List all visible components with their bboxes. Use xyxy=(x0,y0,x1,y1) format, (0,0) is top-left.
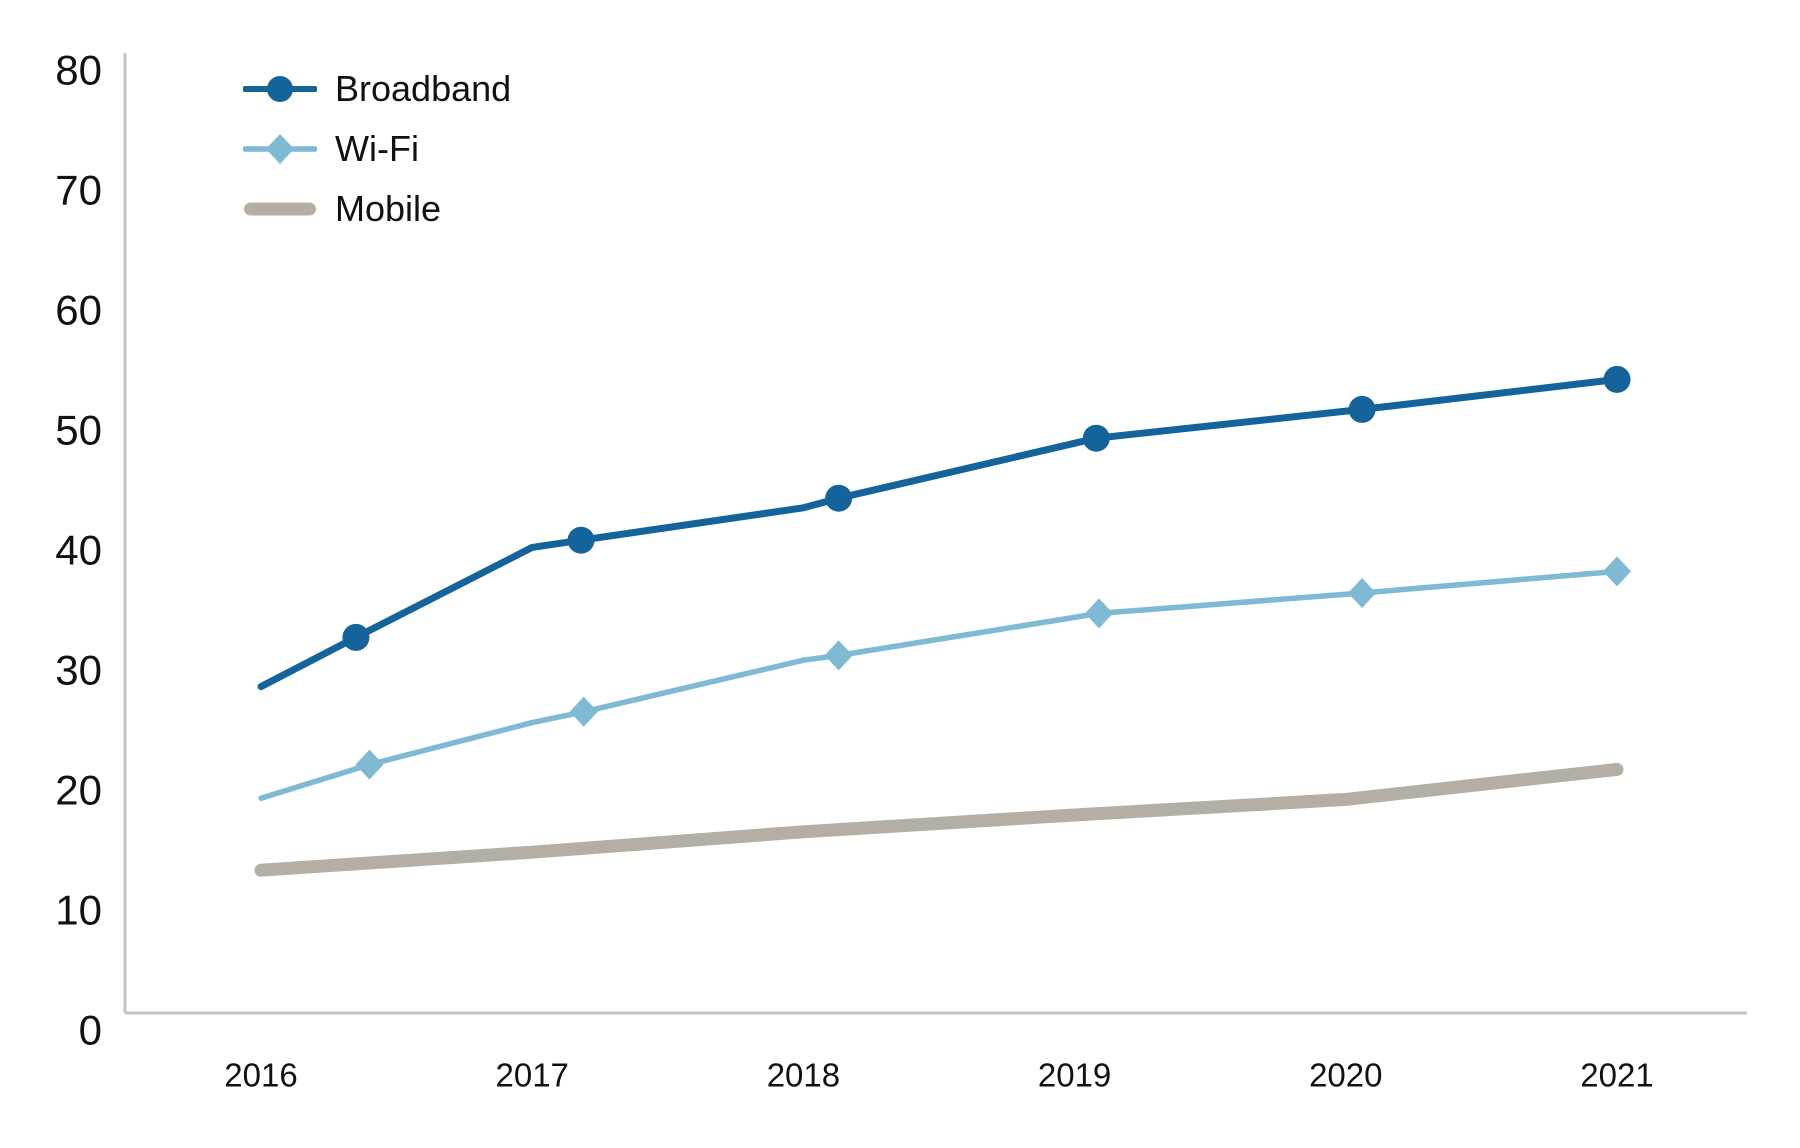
wifi-data-point-marker xyxy=(1348,578,1377,608)
legend-label-wifi: Wi-Fi xyxy=(335,128,419,169)
x-axis-tick-label: 2018 xyxy=(767,1057,840,1094)
broadband-data-point-marker xyxy=(1603,365,1631,393)
broadband-data-point-marker xyxy=(1082,424,1110,452)
x-axis-tick-label: 2019 xyxy=(1038,1057,1111,1094)
y-axis-tick-label: 40 xyxy=(55,527,102,574)
series-line-wi-fi xyxy=(258,568,1620,801)
x-axis-tick-label: 2020 xyxy=(1309,1057,1382,1094)
y-axis-tick-label: 70 xyxy=(55,167,102,214)
wifi-data-point-marker xyxy=(1085,598,1114,629)
x-axis-tick-label: 2017 xyxy=(495,1057,568,1094)
y-axis-tick-labels: 0 10 20 30 40 50 60 70 80 xyxy=(55,47,102,1054)
x-axis-tick-labels: 2016 2017 2018 2019 2020 2021 xyxy=(224,1057,1653,1094)
legend-label-mobile: Mobile xyxy=(335,188,442,229)
series-line-broadband xyxy=(257,375,1621,691)
legend: Broadband Wi-Fi Mobile xyxy=(243,59,511,239)
y-axis-tick-label: 50 xyxy=(55,407,102,454)
y-axis-tick-label: 10 xyxy=(55,887,102,934)
y-axis-tick-label: 30 xyxy=(55,647,102,694)
wifi-diamond-marker-icon xyxy=(243,134,317,164)
broadband-circle-marker-icon xyxy=(243,76,317,102)
wifi-data-point-marker xyxy=(355,749,384,780)
series-line-mobile xyxy=(254,762,1624,877)
x-axis-tick-label: 2021 xyxy=(1580,1057,1653,1094)
y-axis-tick-label: 20 xyxy=(55,767,102,814)
legend-item-mobile: Mobile xyxy=(243,179,511,239)
legend-item-broadband: Broadband xyxy=(243,59,511,119)
broadband-data-point-marker xyxy=(342,623,370,651)
y-axis-tick-label: 60 xyxy=(55,287,102,334)
legend-item-wifi: Wi-Fi xyxy=(243,119,511,179)
y-axis-tick-label: 0 xyxy=(79,1007,102,1054)
series-layer xyxy=(254,375,1624,877)
mobile-line-swatch-icon xyxy=(244,202,316,216)
wifi-data-point-marker xyxy=(824,640,853,671)
broadband-data-point-marker xyxy=(567,526,595,554)
x-axis-tick-label: 2016 xyxy=(224,1057,297,1094)
legend-label-broadband: Broadband xyxy=(335,68,512,109)
broadband-data-point-marker xyxy=(1348,395,1376,423)
wifi-data-point-marker xyxy=(1603,556,1631,587)
marker-layer xyxy=(342,365,1631,780)
y-axis-tick-label: 80 xyxy=(55,47,102,94)
wifi-data-point-marker xyxy=(569,696,598,727)
broadband-data-point-marker xyxy=(825,484,853,512)
